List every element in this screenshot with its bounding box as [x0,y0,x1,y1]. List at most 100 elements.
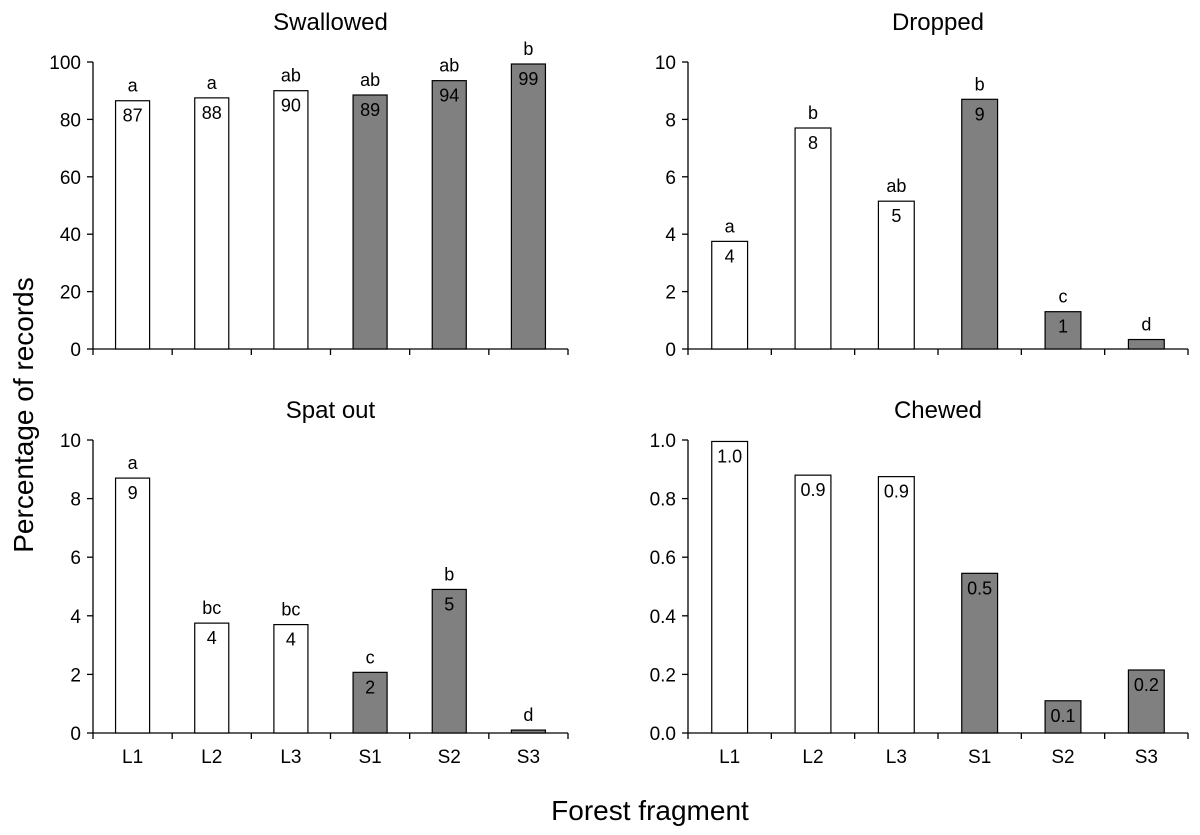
y-tick-label: 0 [70,340,81,361]
x-category-label: S2 [1051,747,1074,768]
y-tick-label: 20 [60,283,81,304]
bar-value-label: 0.9 [800,480,825,500]
x-category-label: L3 [886,747,907,768]
panel-title: Swallowed [273,9,388,36]
bar-value-label: 1 [1058,317,1068,337]
bar-value-label: 5 [891,206,901,226]
panel-title: Chewed [894,397,982,424]
y-tick-label: 0.6 [650,548,676,569]
bar-l3 [273,90,309,350]
bar-value-label: 5 [444,594,454,614]
x-category-label: S2 [438,747,461,768]
y-tick-label: 2 [665,283,676,304]
bar-s3 [1127,669,1165,734]
y-tick-label: 0.8 [650,490,676,511]
bar-l3 [877,476,915,734]
bar-s1 [352,94,388,350]
y-tick-label: 60 [60,168,81,189]
panel-title: Dropped [892,9,984,36]
bar-s1 [961,572,999,734]
bar-l1 [711,240,749,350]
bar-value-label: 0.5 [967,578,992,598]
bar-value-label: 1.0 [717,446,742,466]
bar-value-label: 9 [975,104,985,124]
bar-value-label: 4 [286,630,296,650]
y-tick-label: 0 [665,340,676,361]
bar-l2 [794,127,832,350]
bar-l3 [877,200,915,350]
significance-letter: ab [360,70,380,90]
significance-letter: a [128,453,139,473]
bar-value-label: 4 [207,628,217,648]
y-tick-label: 4 [70,607,81,628]
significance-letter: ab [439,56,459,76]
x-category-label: L2 [201,747,222,768]
y-tick-label: 0.4 [650,607,677,628]
significance-letter: b [975,74,985,94]
bar-l1 [114,477,151,734]
y-tick-label: 10 [655,53,676,74]
significance-letter: d [1141,315,1151,335]
bar-value-label: 0.9 [884,482,909,502]
significance-letter: a [725,216,736,236]
significance-letter: b [523,39,533,59]
y-tick-label: 40 [60,225,81,246]
y-tick-label: 80 [60,110,81,131]
x-category-label: L3 [280,747,301,768]
bar-s2 [1044,700,1082,734]
bar-value-label: 94 [439,86,459,106]
significance-letter: d [523,705,533,725]
significance-letter: a [128,76,139,96]
bar-s2 [431,80,467,350]
bar-s3 [510,729,547,734]
x-category-label: L2 [802,747,823,768]
bar-l3 [273,623,309,734]
y-tick-label: 6 [665,168,676,189]
y-axis-title: Percentage of records [8,277,39,553]
y-tick-label: 0.2 [650,665,676,686]
significance-letter: bc [202,598,221,618]
significance-letter: c [366,647,375,667]
bar-l2 [194,622,230,734]
bar-s1 [352,671,388,734]
bar-value-label: 87 [123,106,143,126]
significance-letter: ab [886,176,906,196]
significance-letter: a [207,73,218,93]
bar-value-label: 99 [518,69,538,89]
significance-letter: b [444,564,454,584]
y-tick-label: 2 [70,665,81,686]
y-tick-label: 0 [70,724,81,745]
significance-letter: bc [281,600,300,620]
bar-value-label: 0.2 [1134,675,1159,695]
bar-s3 [510,63,547,350]
bar-value-label: 8 [808,133,818,153]
bar-l2 [794,474,832,734]
bar-l2 [194,97,230,350]
bar-s2 [431,588,467,734]
bar-value-label: 89 [360,100,380,120]
bar-s1 [961,98,999,350]
bar-value-label: 90 [281,96,301,116]
y-tick-label: 8 [665,110,676,131]
y-tick-label: 4 [665,225,676,246]
bar-value-label: 9 [128,483,138,503]
y-tick-label: 6 [70,548,81,569]
y-tick-label: 8 [70,490,81,511]
y-tick-label: 10 [60,431,81,452]
significance-letter: ab [281,66,301,86]
x-axis-title: Forest fragment [551,795,749,826]
significance-letter: b [808,103,818,123]
bar-s3 [1127,338,1165,350]
x-category-label: S1 [968,747,991,768]
y-tick-label: 1.0 [650,431,676,452]
bar-l1 [114,100,151,350]
x-category-label: S1 [358,747,381,768]
bar-s2 [1044,311,1082,350]
panel-title: Spat out [286,397,376,424]
y-tick-label: 100 [49,53,81,74]
bar-value-label: 2 [365,677,375,697]
x-category-label: L1 [122,747,143,768]
bar-value-label: 4 [725,246,735,266]
